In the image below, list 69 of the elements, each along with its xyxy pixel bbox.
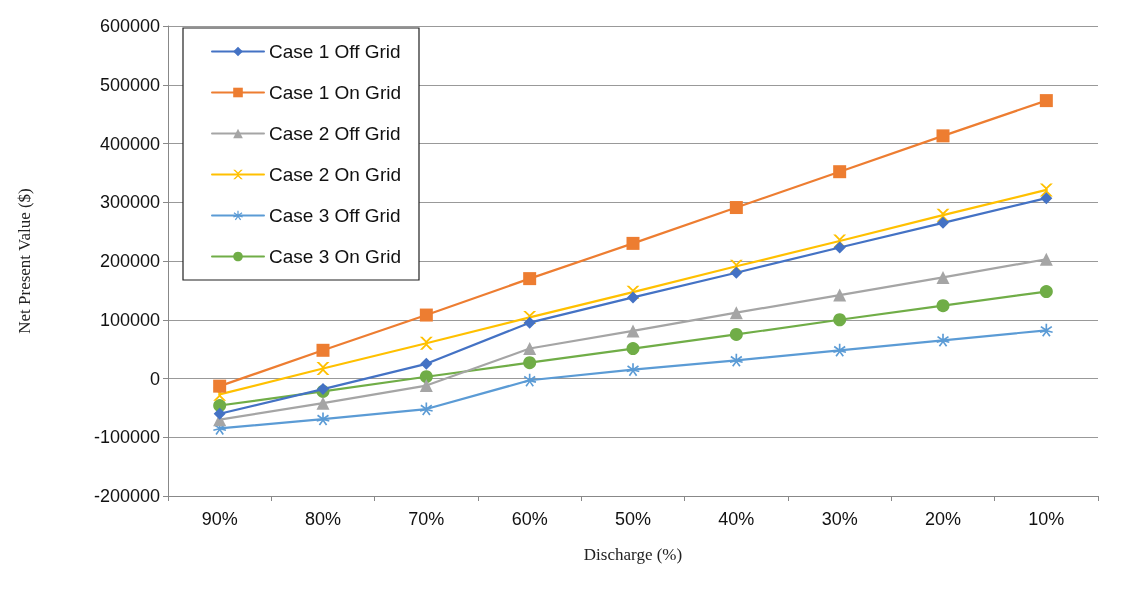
point	[626, 236, 640, 250]
legend-label: Case 1 Off Grid	[269, 41, 401, 62]
point	[1039, 252, 1053, 266]
point	[626, 324, 640, 338]
x-tick-label: 10%	[1028, 509, 1065, 529]
point	[936, 333, 950, 347]
legend-label: Case 3 Off Grid	[269, 205, 401, 226]
y-tick-label: 600000	[99, 16, 160, 36]
legend-label: Case 2 On Grid	[269, 164, 401, 185]
point	[316, 343, 330, 357]
point	[316, 412, 330, 426]
y-tick-label: 400000	[99, 133, 160, 154]
point	[316, 362, 330, 376]
point	[730, 266, 743, 279]
point	[419, 379, 433, 393]
point	[833, 165, 847, 179]
y-tick-label: 100000	[99, 309, 160, 330]
x-tick-label: 90%	[201, 509, 238, 529]
point	[1040, 192, 1053, 205]
point	[729, 353, 743, 367]
y-tick-label: 500000	[99, 74, 160, 95]
point	[1039, 323, 1053, 337]
y-axis-title: Net Present Value ($)	[15, 188, 34, 334]
x-axis-title: Discharge (%)	[583, 545, 683, 564]
point	[833, 313, 847, 327]
point	[936, 129, 950, 143]
x-tick-label: 50%	[614, 509, 652, 529]
point	[936, 270, 950, 284]
legend-label: Case 3 On Grid	[269, 246, 401, 267]
point	[523, 342, 537, 356]
point	[627, 291, 639, 304]
point	[419, 308, 433, 322]
point	[523, 356, 537, 370]
point	[1039, 94, 1053, 108]
point	[729, 327, 743, 341]
point	[729, 306, 743, 320]
point	[523, 272, 537, 286]
point	[626, 363, 640, 377]
point	[523, 373, 537, 387]
legend-label: Case 1 On Grid	[269, 82, 401, 103]
point	[419, 370, 433, 384]
point	[419, 402, 433, 416]
point	[936, 299, 950, 313]
x-tick-label: 70%	[408, 509, 445, 529]
point	[316, 396, 330, 410]
y-tick-label: -100000	[93, 427, 160, 448]
point	[420, 357, 433, 370]
point	[729, 201, 743, 215]
x-tick-label: 20%	[924, 509, 962, 529]
legend-label: Case 2 Off Grid	[269, 123, 401, 144]
point	[213, 379, 227, 393]
point	[419, 336, 433, 350]
x-tick-label: 40%	[718, 509, 755, 529]
y-tick-label: 0	[149, 368, 160, 389]
point	[937, 216, 949, 229]
point	[213, 407, 226, 420]
point	[523, 316, 536, 329]
point	[626, 342, 640, 356]
point	[833, 241, 846, 254]
x-tick-label: 60%	[511, 509, 548, 529]
point	[833, 343, 847, 357]
y-tick-label: 300000	[99, 192, 160, 213]
x-tick-label: 30%	[821, 509, 858, 529]
point	[833, 288, 847, 302]
point	[1039, 285, 1053, 299]
y-tick-label: -200000	[93, 486, 160, 506]
x-tick-label: 80%	[304, 509, 342, 529]
y-tick-label: 200000	[99, 251, 160, 271]
point	[1039, 183, 1053, 197]
